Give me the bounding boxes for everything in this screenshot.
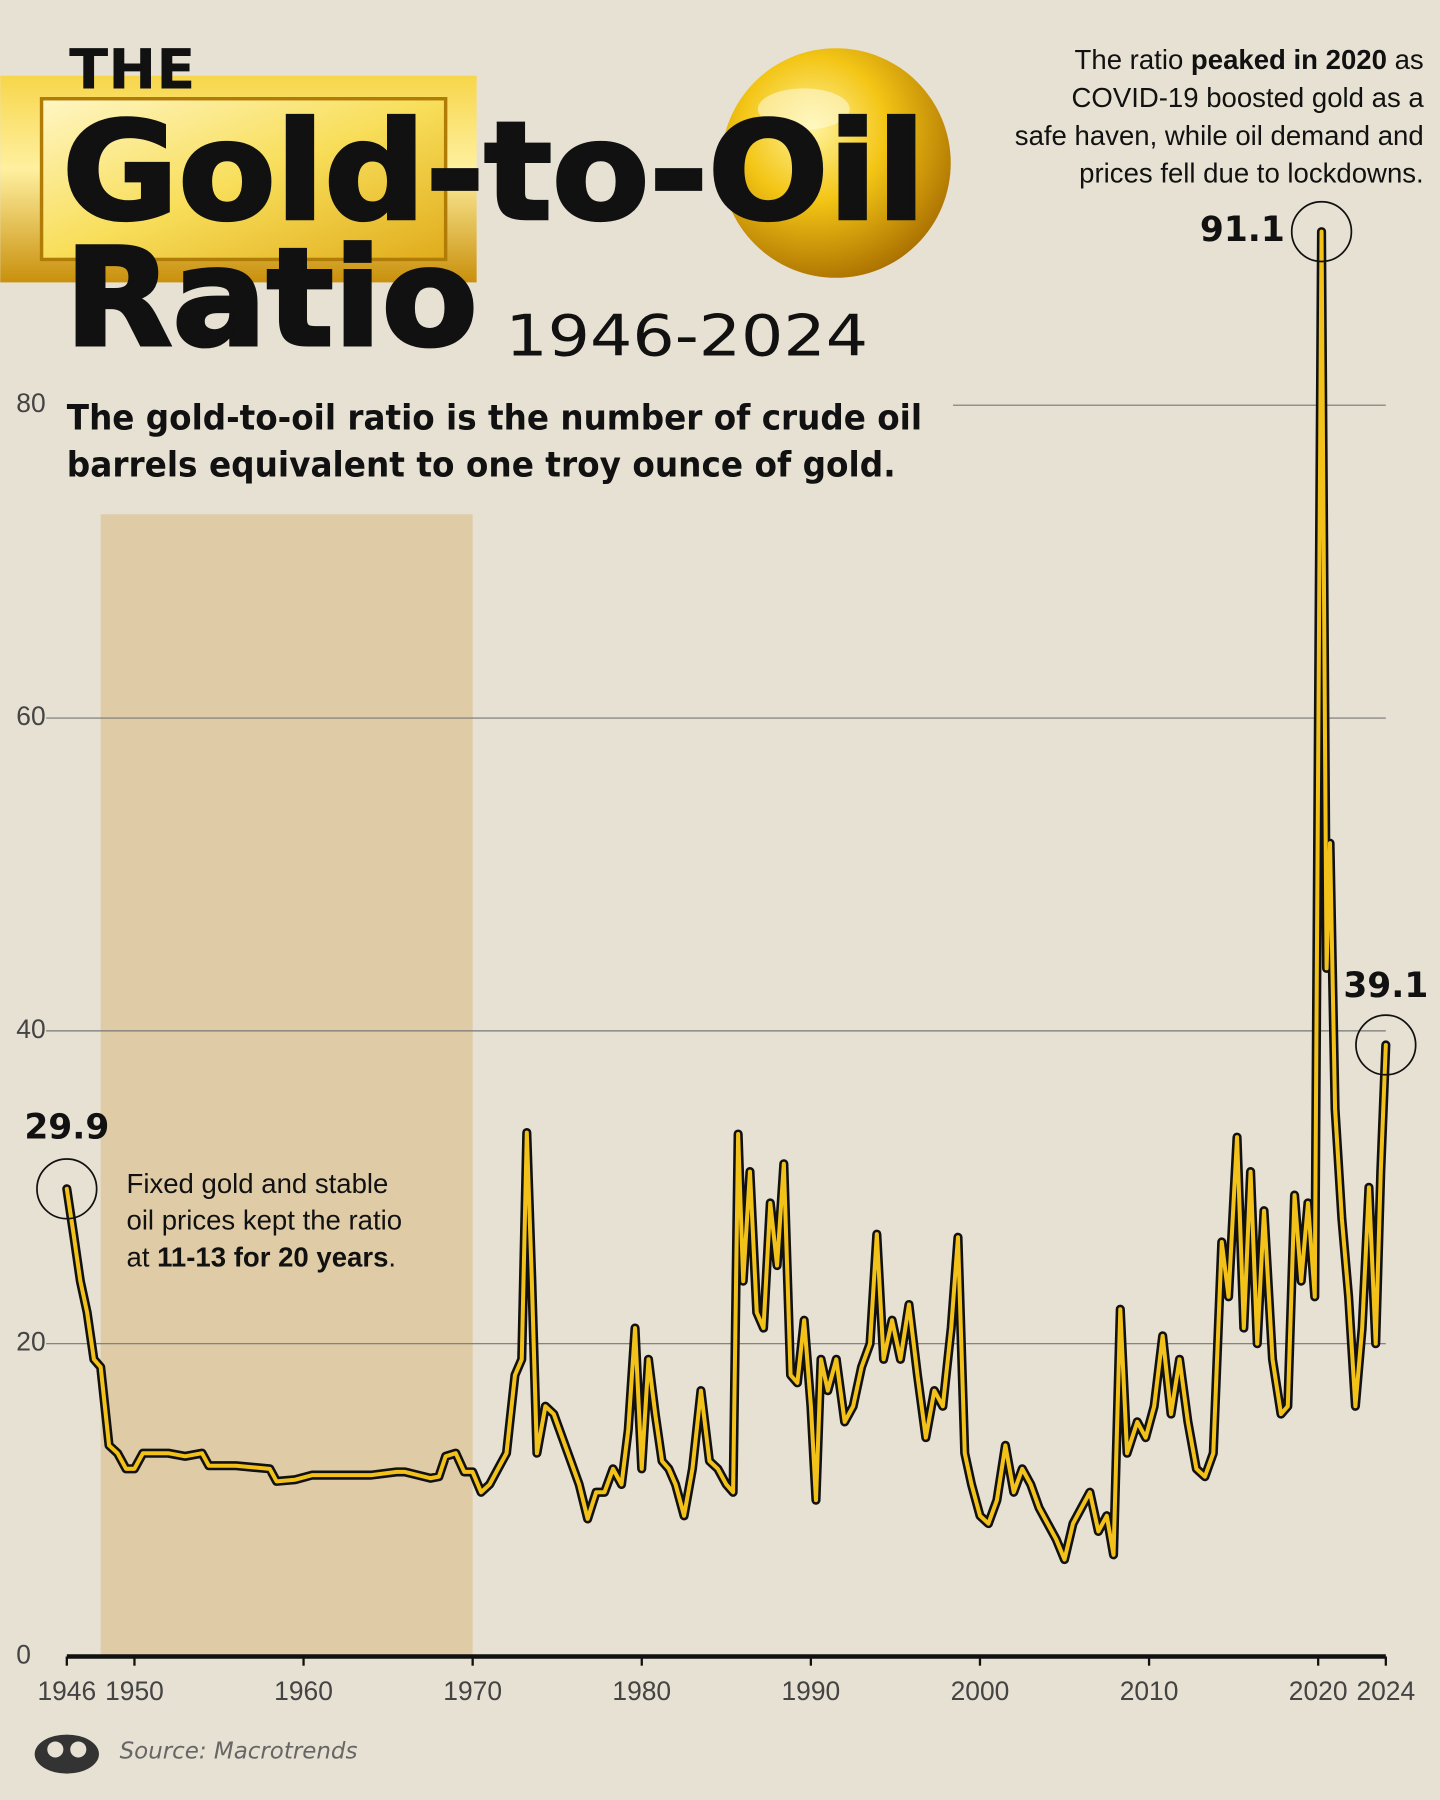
- annotation: oil prices kept the ratio: [127, 1205, 403, 1236]
- annotation-text: as: [1387, 44, 1424, 75]
- x-tick-label: 1950: [105, 1676, 164, 1706]
- data-label: 29.9: [24, 1108, 109, 1148]
- annotation-text: .: [388, 1242, 396, 1273]
- annotation-text: The ratio: [1075, 44, 1191, 75]
- subtitle: 1946-2024: [505, 302, 868, 369]
- x-tick-label: 1980: [612, 1676, 671, 1706]
- annotation-text: safe haven, while oil demand and: [1015, 120, 1424, 151]
- y-tick-label: 40: [16, 1014, 45, 1044]
- annotation: safe haven, while oil demand and: [1015, 120, 1424, 151]
- annotation-text: COVID-19 boosted gold as a: [1071, 82, 1424, 113]
- y-tick-label: 0: [16, 1639, 31, 1669]
- annotation: COVID-19 boosted gold as a: [1071, 82, 1424, 113]
- annotation-text: oil prices kept the ratio: [127, 1205, 403, 1236]
- annotation: prices fell due to lockdowns.: [1079, 158, 1424, 189]
- x-tick-label: 2024: [1356, 1676, 1415, 1706]
- highlight-circle: [36, 1158, 98, 1220]
- annotation-text: peaked in 2020: [1191, 44, 1387, 75]
- description-line: The gold-to-oil ratio is the number of c…: [67, 399, 922, 439]
- description-backdrop: [46, 388, 954, 503]
- data-label: 91.1: [1200, 210, 1285, 250]
- line: [64, 229, 1388, 1562]
- highlight-circle: [1355, 1014, 1417, 1076]
- y-tick-label: 80: [16, 388, 45, 418]
- annotation: Fixed gold and stable: [127, 1168, 389, 1199]
- source: Source: Macrotrends: [120, 1738, 358, 1764]
- chart-title-line2: Ratio: [65, 219, 478, 377]
- description-line: barrels equivalent to one troy ounce of …: [67, 446, 896, 486]
- x-tick-label: 1946: [37, 1676, 96, 1706]
- x-tick-label: 1970: [443, 1676, 502, 1706]
- annotation-text: 11-13 for 20 years: [157, 1242, 388, 1273]
- annotation: The ratio peaked in 2020 as: [1075, 44, 1424, 75]
- oil-drop-shine: [757, 88, 850, 130]
- highlight-circle: [1290, 200, 1353, 263]
- x-tick-label: 1990: [782, 1676, 841, 1706]
- x-tick-label: 1960: [274, 1676, 333, 1706]
- source-logo: [34, 1734, 99, 1774]
- x-tick-label: 2000: [951, 1676, 1010, 1706]
- annotation-text: prices fell due to lockdowns.: [1079, 158, 1424, 189]
- annotation: at 11-13 for 20 years.: [127, 1242, 397, 1273]
- x-tick-label: 2020: [1289, 1676, 1348, 1706]
- data-label: 39.1: [1343, 966, 1428, 1006]
- y-tick-label: 20: [16, 1327, 45, 1357]
- chart-title: Gold-to-Oil: [62, 92, 925, 250]
- shaded-period: [100, 514, 473, 1657]
- annotation-text: at: [127, 1242, 158, 1273]
- annotation-text: Fixed gold and stable: [127, 1168, 389, 1199]
- gold-bar-face: [39, 97, 448, 262]
- y-tick-label: 60: [16, 701, 45, 731]
- x-tick-label: 2010: [1120, 1676, 1179, 1706]
- title-prefix: THE: [69, 38, 195, 102]
